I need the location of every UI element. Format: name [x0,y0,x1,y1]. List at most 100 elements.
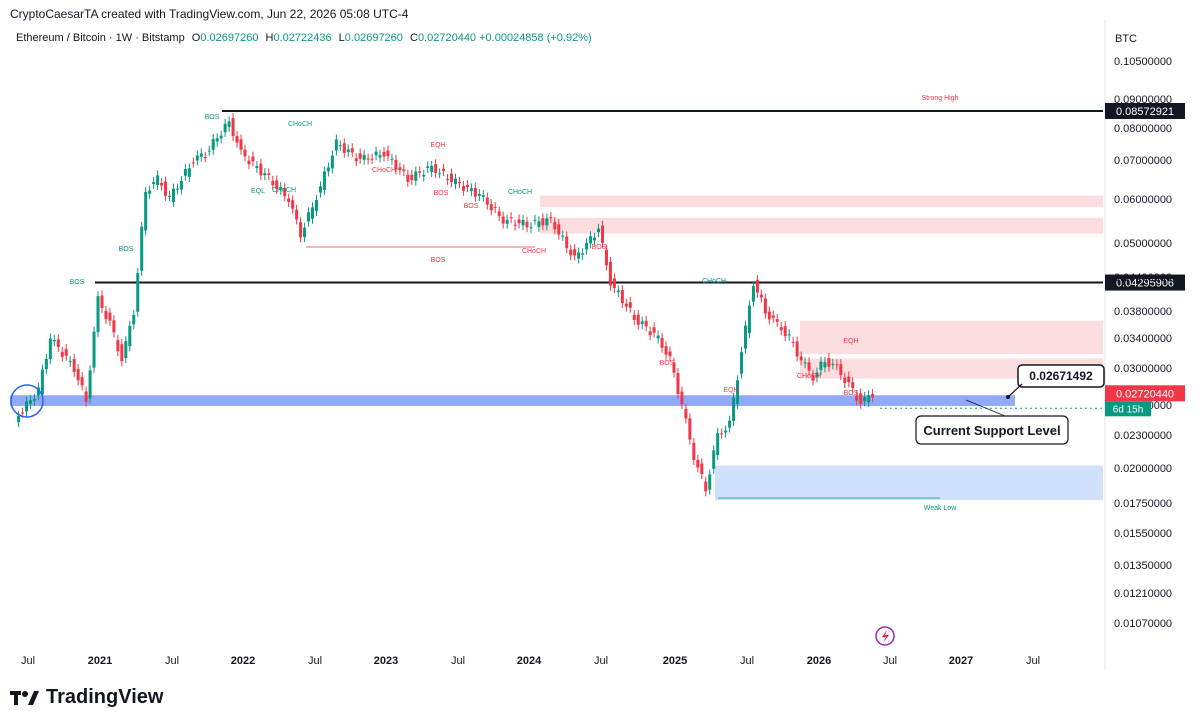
candle-body [56,339,60,347]
candle-body [696,459,700,468]
candle-body [608,262,612,286]
candle-body [96,296,100,333]
level-tag-bg-0 [1105,102,1185,119]
candle-body [712,450,716,469]
candle-body [620,290,624,304]
candle-body [422,174,426,177]
candle-body [247,160,251,165]
candle-body [267,173,271,175]
candle-body [374,151,378,156]
structure-label: CHoCH [797,373,821,380]
candle-body [330,155,334,169]
x-tick-label: Jul [451,655,465,667]
support-value-box [1017,364,1105,388]
candle-body [207,150,211,152]
candle-body [338,145,342,147]
candle-body [489,204,493,211]
candle-body [211,138,215,150]
candle-body [819,361,823,371]
candle-body [732,397,736,421]
candle-body [644,320,648,327]
candle-body [346,149,350,153]
candle-body [636,314,640,325]
candle-body [378,155,382,158]
candle-body [593,237,597,241]
y-tick-label: 0.03400000 [1114,333,1172,345]
high-label: H [265,32,274,44]
candle-body [303,227,307,238]
y-tick-label: 0.01210000 [1114,588,1172,600]
candle-body [40,369,44,395]
candle-body [457,181,461,184]
candle-body [724,430,728,433]
candle-body [251,156,255,162]
candle-body [589,236,593,244]
candle-body [557,224,561,235]
candle-body [291,200,295,209]
candle-body [604,249,608,266]
structure-label: BOS [464,203,479,210]
candle-body [728,420,732,428]
candle-body [553,221,557,230]
candle-body [521,219,525,226]
candle-body [84,391,88,402]
x-tick-label: Jul [740,655,754,667]
candle-body [104,310,108,320]
candle-body [871,393,875,398]
candle-body [509,217,513,219]
candle-body [44,358,48,370]
candle-body [263,173,267,176]
support-pointer-line [1007,383,1023,398]
candle-body [175,188,179,190]
support-callout-connector [965,399,1006,417]
y-tick-label: 0.01350000 [1114,560,1172,572]
y-tick-label: 0.03000000 [1114,363,1172,375]
y-tick-label: 0.04400000 [1114,272,1172,284]
current-price-label: 0.02720440 [1116,388,1174,400]
candle-body [688,418,692,440]
x-tick-label: 2025 [663,655,687,667]
candle-body [855,395,859,401]
candle-body [612,278,616,288]
structure-label: EQH [430,142,445,149]
candle-body [219,135,223,139]
candle-body [271,180,275,186]
candle-body [168,195,172,197]
candle-body [295,209,299,220]
candle-body [549,216,553,219]
candle-body [148,190,152,194]
candle-body [203,157,207,159]
candle-body [775,319,779,322]
candle-body [863,396,867,402]
candle-body [716,433,720,456]
y-tick-label: 0.02300000 [1114,430,1172,442]
candle-body [660,337,664,348]
x-tick-label: 2027 [949,655,973,667]
structure-label: BOS [205,114,220,121]
candle-body [692,442,696,460]
tradingview-brand: TradingView [46,686,164,708]
candle-body [541,218,545,226]
candle-body [283,187,287,197]
candle-body [763,298,767,314]
candle-body [144,191,148,231]
candle-body [704,481,708,492]
candle-body [736,380,740,404]
structure-label: CHoCH [508,189,532,196]
candle-body [545,218,549,226]
candle-body [573,249,577,256]
candle-body [72,359,76,372]
candle-body [64,349,68,356]
candle-body [783,326,787,337]
candle-body [684,408,688,419]
candle-body [88,370,92,399]
candle-body [322,171,326,190]
candle-body [533,219,537,221]
tradingview-logo[interactable]: TradingView [10,686,163,709]
candle-body [152,182,156,185]
close-label: C [409,32,418,44]
candle-body [36,387,40,396]
y-tick-label: 0.09000000 [1114,94,1172,106]
candle-body [100,295,104,309]
